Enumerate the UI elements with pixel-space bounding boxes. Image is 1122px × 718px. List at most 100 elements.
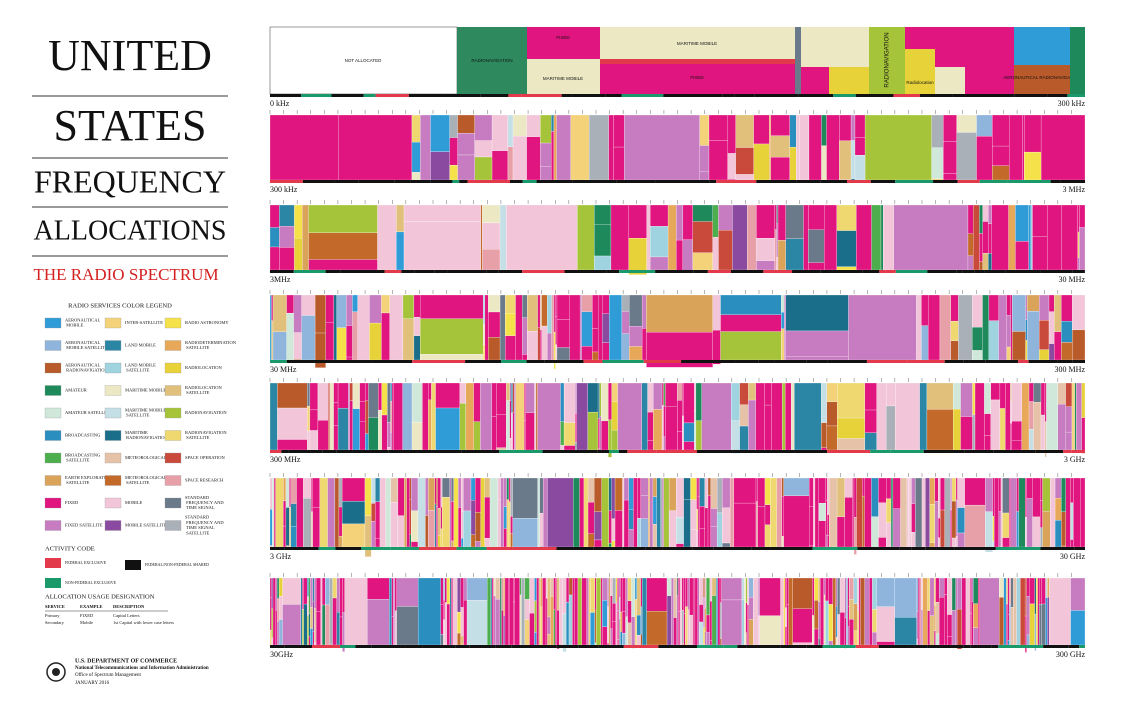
band xyxy=(322,577,326,606)
band xyxy=(560,445,565,451)
band xyxy=(581,346,593,361)
band xyxy=(275,577,278,611)
band xyxy=(854,137,866,156)
band xyxy=(709,640,713,646)
band xyxy=(368,417,379,451)
legend-swatch xyxy=(104,385,122,396)
activity-bar xyxy=(746,645,781,648)
band xyxy=(809,545,814,548)
band xyxy=(534,382,537,451)
band xyxy=(428,477,435,511)
band xyxy=(972,327,983,351)
band xyxy=(878,502,887,538)
band xyxy=(1045,597,1048,646)
band xyxy=(308,259,378,271)
activity-bar xyxy=(1007,180,1051,183)
band xyxy=(690,499,697,530)
band xyxy=(957,507,965,534)
band xyxy=(617,577,620,612)
legend-swatch xyxy=(104,520,122,531)
office: Office of Spectrum Management xyxy=(75,673,141,678)
band xyxy=(1026,634,1030,646)
band xyxy=(440,477,443,508)
band xyxy=(770,114,790,136)
activity-bar xyxy=(827,360,867,363)
activity-bar xyxy=(678,180,710,183)
band xyxy=(556,294,570,320)
spectrum-row xyxy=(269,110,1086,183)
band xyxy=(906,477,909,548)
activity-bar xyxy=(501,360,527,363)
band xyxy=(269,382,278,451)
band xyxy=(308,636,311,646)
band xyxy=(647,412,654,441)
band xyxy=(1009,114,1023,181)
band xyxy=(587,502,595,534)
band xyxy=(1061,204,1078,271)
band xyxy=(551,131,555,181)
band xyxy=(378,382,382,411)
activity-bar xyxy=(964,450,994,453)
band xyxy=(776,257,779,271)
band xyxy=(1025,517,1027,548)
band xyxy=(620,631,623,646)
band xyxy=(525,412,535,451)
band xyxy=(847,626,850,646)
band xyxy=(508,477,511,503)
band xyxy=(390,401,393,433)
band xyxy=(759,615,781,646)
table-cell: Mobile xyxy=(80,620,93,625)
band xyxy=(1040,414,1046,450)
band xyxy=(648,477,650,548)
band xyxy=(931,178,944,181)
band xyxy=(594,609,597,644)
band xyxy=(998,294,1007,361)
band xyxy=(860,577,865,646)
band xyxy=(871,204,882,271)
band xyxy=(592,328,599,353)
band xyxy=(413,317,421,336)
band xyxy=(663,477,670,548)
band xyxy=(307,596,309,616)
band xyxy=(411,510,419,542)
band xyxy=(922,577,928,646)
band xyxy=(440,528,443,548)
band xyxy=(796,114,800,181)
band xyxy=(1005,382,1011,451)
band xyxy=(1026,477,1033,499)
band xyxy=(660,477,663,548)
activity-bar xyxy=(405,645,423,648)
band xyxy=(325,322,335,361)
band xyxy=(303,603,308,646)
band xyxy=(835,636,838,646)
band xyxy=(703,627,705,646)
band xyxy=(608,477,612,511)
band xyxy=(442,497,450,548)
activity-swatch xyxy=(125,560,141,570)
band xyxy=(992,516,995,542)
band xyxy=(332,577,337,599)
band xyxy=(293,359,302,361)
activity-bar xyxy=(284,547,319,550)
band xyxy=(509,577,514,646)
band xyxy=(570,114,590,181)
band xyxy=(1009,604,1011,646)
band xyxy=(594,539,602,548)
band xyxy=(294,204,303,239)
band xyxy=(484,294,489,361)
band xyxy=(961,577,967,646)
band xyxy=(527,59,600,94)
band xyxy=(825,577,829,602)
band xyxy=(503,615,506,646)
activity-bar xyxy=(401,270,415,273)
band xyxy=(650,256,669,271)
band xyxy=(513,601,515,646)
band xyxy=(391,577,394,617)
legend-swatch xyxy=(44,340,62,351)
band xyxy=(681,577,684,611)
activity-bar xyxy=(602,360,644,363)
activity-bar xyxy=(885,270,896,273)
band xyxy=(683,441,695,451)
band xyxy=(733,477,757,504)
